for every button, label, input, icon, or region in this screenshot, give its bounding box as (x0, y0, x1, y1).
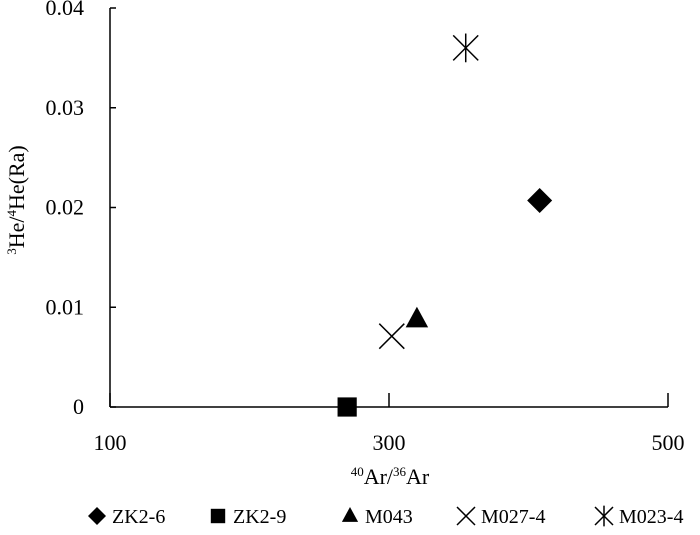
axis-ticks: 100 300 500 0 0.01 0.02 0.03 0.04 (46, 0, 685, 455)
data-point-m027-4 (378, 323, 405, 350)
x-axis-title: 40Ar/36Ar (351, 464, 430, 489)
legend-item: ZK2-9 (210, 506, 286, 528)
legend: ZK2-6 ZK2-9 M043 M027-4 M023-4 (88, 505, 683, 528)
data-point-m043 (405, 306, 429, 328)
legend-marker (341, 507, 359, 522)
y-tick-label: 0 (73, 394, 84, 419)
legend-item: M023-4 (594, 505, 683, 528)
data-point-m023-4 (452, 33, 479, 63)
legend-marker (594, 505, 614, 527)
x-tick-label: 500 (652, 430, 685, 455)
legend-label: M027-4 (481, 506, 545, 528)
data-point-zk2-6 (527, 188, 553, 214)
legend-label: M043 (365, 506, 413, 528)
y-tick-label: 0.01 (46, 294, 85, 319)
legend-label: ZK2-6 (112, 506, 165, 528)
y-tick-label: 0.03 (46, 95, 85, 120)
y-tick-label: 0.04 (46, 0, 85, 20)
data-point-zk2-9 (337, 397, 357, 417)
data-points (337, 33, 553, 417)
legend-marker (210, 508, 226, 524)
x-tick-label: 300 (373, 430, 406, 455)
legend-marker (456, 506, 476, 526)
legend-item: M043 (341, 506, 413, 528)
legend-item: ZK2-6 (88, 506, 165, 528)
legend-label: ZK2-9 (233, 506, 286, 528)
legend-item: M027-4 (456, 506, 545, 528)
y-axis-title: 3He/4He(Ra) (4, 145, 29, 255)
legend-label: M023-4 (619, 506, 683, 528)
x-tick-label: 100 (94, 430, 127, 455)
y-tick-label: 0.02 (46, 195, 85, 220)
legend-marker (88, 507, 106, 525)
